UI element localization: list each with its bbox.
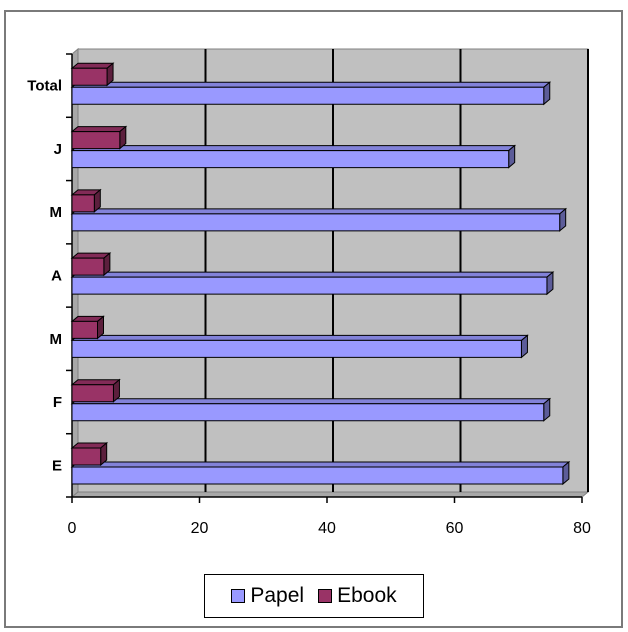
legend-swatch-ebook	[318, 589, 333, 603]
bar-papel-4	[70, 207, 568, 232]
bar-ebook-1	[70, 378, 121, 403]
y-category-label-4: M	[50, 204, 63, 221]
bar-ebook-3	[70, 252, 112, 277]
bar-papel-0	[70, 460, 571, 486]
bar-papel-5	[70, 144, 517, 169]
bar-ebook-4	[70, 188, 102, 213]
x-tick-label-0: 0	[68, 520, 77, 537]
legend-swatch-papel	[231, 589, 246, 603]
legend-label-papel: Papel	[250, 584, 305, 607]
y-category-label-6: Total	[27, 78, 62, 95]
x-tick-label-2: 40	[318, 520, 336, 537]
bar-papel-1	[70, 397, 552, 422]
y-category-label-3: A	[51, 268, 62, 285]
bar-papel-2	[70, 334, 529, 359]
bar-ebook-6	[70, 62, 115, 87]
bar-ebook-2	[70, 315, 105, 340]
y-category-label-2: M	[50, 331, 63, 348]
legend-label-ebook: Ebook	[337, 584, 397, 607]
x-tick-label-1: 20	[191, 520, 209, 537]
bar-ebook-0	[70, 441, 109, 467]
y-category-label-5: J	[54, 141, 62, 158]
chart-legend: Papel Ebook	[204, 574, 424, 618]
bar-papel-6	[70, 81, 552, 106]
x-tick-label-3: 60	[446, 520, 464, 537]
bar-ebook-5	[70, 125, 128, 150]
bar-papel-3	[70, 271, 555, 296]
x-tick-label-4: 80	[573, 520, 591, 537]
legend-item-ebook: Ebook	[318, 584, 397, 608]
legend-item-papel: Papel	[231, 584, 304, 608]
y-category-label-1: F	[53, 394, 62, 411]
y-category-label-0: E	[52, 457, 62, 474]
